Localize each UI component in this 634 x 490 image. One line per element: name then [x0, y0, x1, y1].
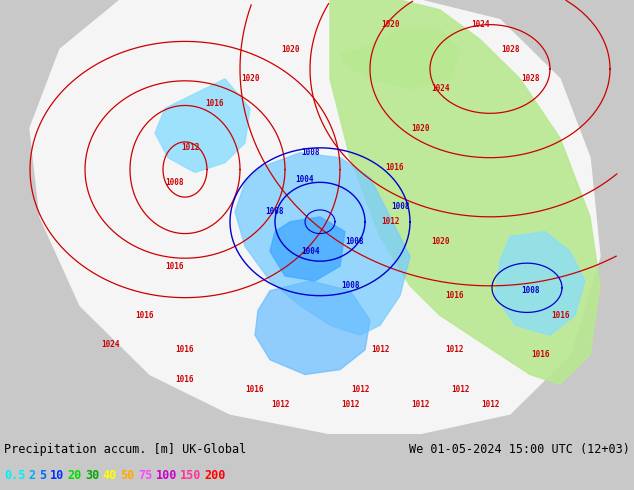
- Text: 1020: 1020: [241, 74, 259, 83]
- Text: 1012: 1012: [381, 217, 399, 226]
- Text: 2: 2: [29, 469, 36, 483]
- Polygon shape: [330, 0, 600, 384]
- Text: 10: 10: [50, 469, 64, 483]
- Text: 1004: 1004: [295, 175, 314, 184]
- Text: 1008: 1008: [301, 148, 320, 157]
- Text: 1012: 1012: [411, 399, 429, 409]
- Text: 1016: 1016: [531, 350, 549, 359]
- Text: 1020: 1020: [411, 123, 429, 133]
- Text: 1012: 1012: [371, 345, 389, 354]
- Polygon shape: [340, 29, 460, 89]
- Text: 100: 100: [155, 469, 177, 483]
- Polygon shape: [30, 0, 600, 434]
- Text: 50: 50: [120, 469, 134, 483]
- Text: 1008: 1008: [391, 202, 410, 212]
- Text: 1028: 1028: [501, 45, 519, 54]
- Text: 1016: 1016: [165, 262, 184, 270]
- Text: 1016: 1016: [551, 311, 569, 320]
- Text: 1020: 1020: [281, 45, 299, 54]
- Text: 1016: 1016: [176, 375, 194, 384]
- Polygon shape: [235, 153, 410, 335]
- Text: 1012: 1012: [181, 144, 199, 152]
- Polygon shape: [155, 79, 250, 172]
- Polygon shape: [270, 217, 345, 281]
- Text: 1008: 1008: [521, 286, 540, 295]
- Text: 1012: 1012: [351, 385, 369, 394]
- Text: 75: 75: [138, 469, 152, 483]
- Text: 1008: 1008: [266, 207, 284, 217]
- Text: 1016: 1016: [446, 291, 464, 300]
- Text: 1016: 1016: [246, 385, 264, 394]
- Text: 1012: 1012: [446, 345, 464, 354]
- Text: 1012: 1012: [481, 399, 499, 409]
- Text: 1008: 1008: [165, 178, 184, 187]
- Text: 5: 5: [39, 469, 46, 483]
- Text: 150: 150: [180, 469, 202, 483]
- Polygon shape: [255, 281, 370, 374]
- Text: 1008: 1008: [346, 237, 365, 246]
- Text: 1016: 1016: [136, 311, 154, 320]
- Polygon shape: [495, 232, 585, 335]
- Text: 40: 40: [103, 469, 117, 483]
- Text: 200: 200: [204, 469, 226, 483]
- Text: 1004: 1004: [301, 247, 320, 256]
- Text: 1012: 1012: [271, 399, 289, 409]
- Text: 1020: 1020: [430, 237, 450, 246]
- Text: 20: 20: [68, 469, 82, 483]
- Text: 1020: 1020: [381, 20, 399, 29]
- Text: 1016: 1016: [206, 99, 224, 108]
- Text: 1012: 1012: [340, 399, 359, 409]
- Text: Precipitation accum. [m] UK-Global: Precipitation accum. [m] UK-Global: [4, 443, 246, 456]
- Text: We 01-05-2024 15:00 UTC (12+03): We 01-05-2024 15:00 UTC (12+03): [409, 443, 630, 456]
- Text: 1012: 1012: [451, 385, 469, 394]
- Text: 30: 30: [85, 469, 100, 483]
- Text: 1028: 1028: [521, 74, 540, 83]
- Text: 0.5: 0.5: [4, 469, 25, 483]
- Text: 1024: 1024: [101, 341, 119, 349]
- Text: 1024: 1024: [430, 84, 450, 93]
- Text: 1016: 1016: [176, 345, 194, 354]
- Text: 1008: 1008: [340, 281, 359, 290]
- Text: 1024: 1024: [471, 20, 489, 29]
- Text: 1016: 1016: [385, 163, 404, 172]
